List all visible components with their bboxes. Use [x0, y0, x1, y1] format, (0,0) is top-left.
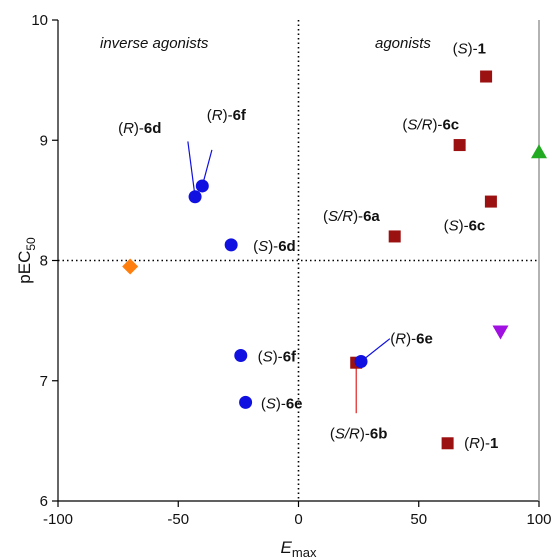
- y-tick-label: 7: [40, 373, 48, 390]
- point-label-part: )-: [406, 330, 416, 347]
- square-point: [480, 70, 493, 83]
- point-label-part: (: [118, 120, 123, 137]
- point-label-part: S/R: [335, 425, 360, 442]
- point-label-part: S: [266, 395, 276, 412]
- point-label-part: R: [395, 330, 406, 347]
- point-label-part: (: [261, 395, 266, 412]
- diamond-point: [122, 258, 139, 275]
- square-point: [441, 437, 454, 450]
- point-label-part: )-: [459, 217, 469, 234]
- square-point: [453, 139, 466, 152]
- point-label-part: S/R: [407, 116, 432, 133]
- point-label: (S)-6c: [444, 217, 486, 234]
- square-point: [388, 230, 401, 243]
- point-label: (S)-6e: [261, 395, 303, 412]
- point-label-part: (: [330, 425, 335, 442]
- triangle-down-point: [492, 325, 509, 340]
- point-label-part: )-: [134, 120, 144, 137]
- point-label-part: 1: [478, 41, 486, 58]
- y-axis-title: pEC50: [15, 237, 38, 284]
- point-label: (S/R)-6a: [323, 208, 380, 225]
- point-label-part: R: [469, 435, 480, 452]
- point-label-part: S: [449, 217, 459, 234]
- square-point: [484, 195, 497, 208]
- point-label-part: S: [263, 349, 273, 366]
- leader-lines: [187, 141, 391, 414]
- point-label: (S/R)-6b: [330, 425, 388, 442]
- point-label-part: )-: [273, 349, 283, 366]
- x-tick-label: 0: [294, 511, 302, 528]
- point-label-part: (: [464, 435, 469, 452]
- point-label-part: 6f: [283, 349, 297, 366]
- point-label-part: )-: [276, 395, 286, 412]
- x-axis-title-sub: max: [292, 545, 317, 558]
- x-tick-label: -50: [167, 511, 189, 528]
- y-axis-title-main: pEC: [15, 251, 34, 284]
- circle-point: [354, 355, 368, 369]
- point-label: (R)-1: [464, 435, 498, 452]
- point-label-part: R: [123, 120, 134, 137]
- point-label-part: S: [458, 41, 468, 58]
- point-label-part: )-: [468, 41, 478, 58]
- point-label-part: )-: [353, 208, 363, 225]
- point-label-part: 6a: [363, 208, 380, 225]
- point-label-part: 6d: [278, 238, 296, 255]
- point-label: (R)-6d: [118, 120, 161, 137]
- point-labels: (S)-1(S/R)-6c(S)-6c(S/R)-6a(R)-6e(S/R)-6…: [118, 41, 498, 452]
- circle-point: [224, 238, 238, 252]
- point-label-part: (: [207, 107, 212, 124]
- point-label-part: S/R: [328, 208, 353, 225]
- y-tick-label: 8: [40, 253, 48, 270]
- point-label-part: (: [323, 208, 328, 225]
- leader-line: [187, 141, 196, 197]
- point-label-part: 6d: [144, 120, 162, 137]
- point-label-part: )-: [432, 116, 442, 133]
- y-tick-label: 6: [40, 493, 48, 510]
- point-label-part: R: [212, 107, 223, 124]
- data-points: [122, 70, 547, 450]
- circle-point: [234, 348, 248, 362]
- x-axis-title: Emax: [281, 538, 317, 558]
- reference-lines: [58, 20, 539, 501]
- point-label-part: 6e: [286, 395, 303, 412]
- point-label: (S)-6f: [258, 349, 297, 366]
- point-label-part: (: [402, 116, 407, 133]
- point-label-part: (: [253, 238, 258, 255]
- triangle-up-point: [531, 144, 547, 159]
- circle-point: [239, 395, 253, 409]
- point-label-part: (: [444, 217, 449, 234]
- point-label-part: (: [258, 349, 263, 366]
- y-tick-label: 10: [31, 12, 48, 29]
- point-label: (S)-6d: [253, 238, 296, 255]
- point-label-part: S: [258, 238, 268, 255]
- y-tick-label: 9: [40, 132, 48, 149]
- point-label-part: )-: [360, 425, 370, 442]
- circle-point: [188, 190, 202, 204]
- point-label-part: (: [390, 330, 395, 347]
- x-tick-label: -100: [43, 511, 73, 528]
- point-label-part: 6c: [469, 217, 486, 234]
- point-label-part: )-: [268, 238, 278, 255]
- point-label-part: 6f: [233, 107, 247, 124]
- point-label-part: (: [453, 41, 458, 58]
- point-label-part: )-: [223, 107, 233, 124]
- point-label-part: 6b: [370, 425, 388, 442]
- point-label-part: 6c: [442, 116, 459, 133]
- region-label-right: agonists: [375, 35, 431, 52]
- point-label-part: 1: [490, 435, 498, 452]
- point-label-part: 6e: [416, 330, 433, 347]
- point-label: (R)-6e: [390, 330, 433, 347]
- region-label-left: inverse agonists: [100, 35, 209, 52]
- y-axis-title-sub: 50: [24, 237, 38, 251]
- point-label-part: )-: [480, 435, 490, 452]
- point-label: (R)-6f: [207, 107, 247, 124]
- point-label: (S/R)-6c: [402, 116, 459, 133]
- x-tick-label: 50: [410, 511, 427, 528]
- circle-point: [195, 179, 209, 193]
- x-axis-title-main: E: [281, 538, 293, 557]
- x-tick-label: 100: [526, 511, 551, 528]
- point-label: (S)-1: [453, 41, 486, 58]
